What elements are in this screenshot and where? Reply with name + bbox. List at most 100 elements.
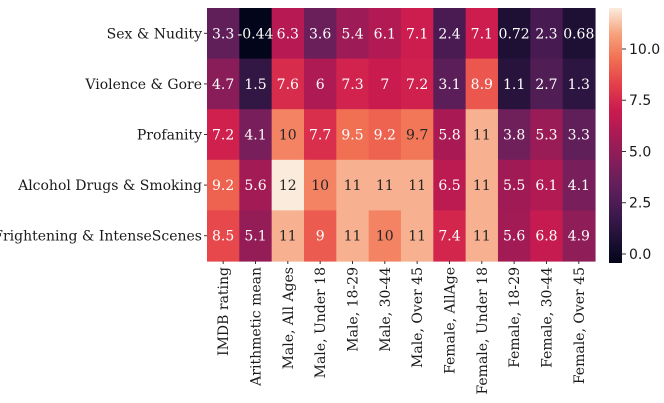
heatmap-cell [207, 58, 240, 110]
heatmap-cell [271, 58, 305, 110]
cell-value-label: 11 [473, 178, 491, 194]
column-label: Female, Over 45 [572, 267, 588, 384]
cell-value-label: 10 [311, 178, 329, 194]
heatmap-cell [336, 8, 370, 60]
heatmap-cell [368, 210, 402, 262]
cell-value-label: 11 [344, 178, 362, 194]
row-label: Profanity [137, 128, 202, 144]
heatmap-cell [303, 109, 337, 161]
cell-value-label: 7 [380, 77, 389, 93]
colorbar-gradient [609, 8, 622, 263]
cell-value-label: 5.3 [535, 128, 557, 144]
cell-value-label: 3.6 [309, 26, 331, 42]
heatmap-cell [400, 109, 434, 161]
heatmap-cell [465, 8, 499, 60]
heatmap-cell [497, 8, 531, 60]
row-label: Sex & Nudity [107, 26, 202, 42]
heatmap-cell [562, 159, 596, 211]
heatmap-cell [497, 210, 531, 262]
cell-value-label: 11 [408, 229, 426, 245]
column-label: Male, 18-29 [345, 267, 361, 352]
column-label: Female, AllAge [442, 267, 458, 374]
heatmap-cell [465, 58, 499, 110]
heatmap-cell [562, 8, 596, 60]
row-label: Alcohol Drugs & Smoking [17, 178, 202, 194]
heatmap-cell [336, 210, 370, 262]
heatmap-cell [562, 109, 596, 161]
column-label: Male, All Ages [281, 267, 297, 369]
heatmap-cell [465, 159, 499, 211]
cell-value-label: 4.1 [568, 178, 590, 194]
row-labels: Sex & Nudity Violence & Gore Profanity Alco… [0, 26, 207, 245]
heatmap-cell [207, 210, 240, 262]
cell-value-label: 7.4 [438, 229, 460, 245]
heatmap-cell [497, 58, 531, 110]
cell-value-label: 10 [279, 128, 297, 144]
heatmap-cell [303, 58, 337, 110]
cell-value-label: -0.44 [238, 26, 274, 42]
heatmap-cell [433, 159, 467, 211]
heatmap-cell [239, 8, 273, 60]
cell-value-label: 9.2 [212, 178, 234, 194]
heatmap-cell [336, 159, 370, 211]
column-label: Arithmetic mean [249, 267, 265, 387]
cell-value-label: 6 [316, 77, 325, 93]
heatmap-cell [368, 8, 402, 60]
cell-value-label: 10 [376, 229, 394, 245]
heatmap-cell [368, 159, 402, 211]
heatmap-annotations: 3.3 -0.44 6.3 3.6 5.4 6.1 7.1 2.4 7.1 0.72 2.3 0.68… [212, 26, 594, 244]
cell-value-label: 1.3 [568, 77, 590, 93]
cell-value-label: 5.4 [341, 26, 363, 42]
heatmap-cell [400, 159, 434, 211]
cell-value-label: 5.6 [244, 178, 266, 194]
cell-value-label: 6.1 [374, 26, 396, 42]
column-labels: IMDB rating Arithmetic mean Male, All Ages… [216, 261, 588, 395]
cell-value-label: 6.8 [535, 229, 557, 245]
heatmap-cell [530, 210, 564, 262]
heatmap-cell [433, 210, 467, 262]
heatmap-cell [303, 159, 337, 211]
cell-value-label: 9.2 [374, 128, 396, 144]
heatmap-cell [239, 109, 273, 161]
colorbar-tick-label: 5.0 [629, 144, 651, 160]
colorbar: 0.0 2.5 5.0 7.5 10.0 [609, 8, 660, 263]
heatmap-cell [530, 109, 564, 161]
cell-value-label: 4.7 [212, 77, 234, 93]
cell-value-label: 5.1 [244, 229, 266, 245]
heatmap-cell [271, 109, 305, 161]
cell-value-label: 7.3 [341, 77, 363, 93]
heatmap-cell [271, 8, 305, 60]
cell-value-label: 9.7 [406, 128, 428, 144]
cell-value-label: 5.8 [438, 128, 460, 144]
cell-value-label: 3.1 [438, 77, 460, 93]
cell-value-label: 12 [279, 178, 297, 194]
heatmap-cell [239, 210, 273, 262]
heatmap-cell [336, 109, 370, 161]
cell-value-label: 3.3 [568, 128, 590, 144]
heatmap-cell [400, 210, 434, 262]
cell-value-label: 7.1 [406, 26, 428, 42]
heatmap-cell [530, 8, 564, 60]
cell-value-label: 1.1 [503, 77, 525, 93]
cell-value-label: 2.7 [535, 77, 557, 93]
colorbar-tick-label: 0.0 [629, 247, 651, 263]
colorbar-tick-label: 10.0 [629, 42, 660, 58]
cell-value-label: 5.6 [503, 229, 525, 245]
heatmap-cells [207, 8, 596, 262]
heatmap-cell [239, 159, 273, 211]
cell-value-label: 11 [344, 229, 362, 245]
heatmap-cell [271, 210, 305, 262]
cell-value-label: 11 [473, 128, 491, 144]
cell-value-label: 3.8 [503, 128, 525, 144]
cell-value-label: 7.2 [406, 77, 428, 93]
cell-value-label: 0.72 [499, 26, 530, 42]
cell-value-label: 11 [279, 229, 297, 245]
heatmap-cell [303, 210, 337, 262]
cell-value-label: 2.4 [438, 26, 460, 42]
column-label: Male, Under 18 [313, 267, 329, 378]
cell-value-label: 7.6 [277, 77, 299, 93]
cell-value-label: 4.9 [568, 229, 590, 245]
heatmap-cell [271, 159, 305, 211]
cell-value-label: 9 [316, 229, 325, 245]
